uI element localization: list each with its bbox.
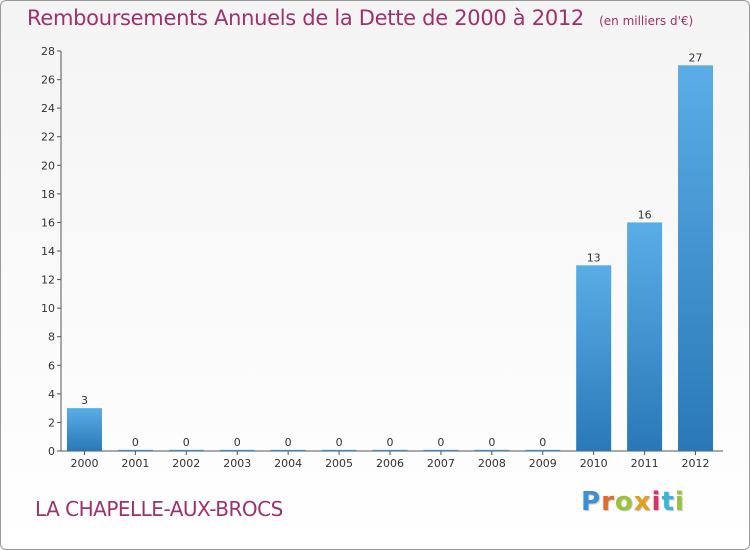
data-label: 0 xyxy=(336,436,343,449)
logo-letter: P xyxy=(581,487,602,517)
bar xyxy=(525,449,561,451)
data-label: 16 xyxy=(638,208,652,221)
x-tick-label: 2012 xyxy=(682,457,710,470)
y-tick-label: 8 xyxy=(48,331,55,344)
y-tick-label: 28 xyxy=(41,45,55,58)
bar xyxy=(66,408,102,451)
place-name: LA CHAPELLE-AUX-BROCS xyxy=(35,497,283,521)
proxiti-logo: Proxiti xyxy=(581,487,685,517)
bar xyxy=(321,449,357,451)
chart-unit: (en milliers d'€) xyxy=(599,14,694,28)
y-tick-label: 6 xyxy=(48,359,55,372)
y-tick-label: 12 xyxy=(41,274,55,287)
data-label: 0 xyxy=(387,436,394,449)
bar xyxy=(270,449,306,451)
logo-letter: r xyxy=(601,487,615,517)
x-tick-label: 2011 xyxy=(631,457,659,470)
y-tick-label: 20 xyxy=(41,159,55,172)
data-label: 0 xyxy=(183,436,190,449)
x-tick-label: 2010 xyxy=(580,457,608,470)
data-label: 27 xyxy=(689,51,703,64)
x-tick-label: 2008 xyxy=(478,457,506,470)
bar xyxy=(678,65,714,452)
logo-letter: o xyxy=(614,487,634,517)
x-tick-label: 2003 xyxy=(223,457,251,470)
data-label: 0 xyxy=(488,436,495,449)
data-label: 13 xyxy=(587,251,601,264)
x-tick-label: 2006 xyxy=(376,457,404,470)
bar xyxy=(627,222,663,451)
bar xyxy=(474,449,510,451)
bar xyxy=(423,449,459,451)
data-label: 0 xyxy=(132,436,139,449)
logo-letter: x xyxy=(633,487,652,517)
y-tick-label: 4 xyxy=(48,388,55,401)
logo-letter: t xyxy=(661,487,675,517)
data-label: 0 xyxy=(234,436,241,449)
data-label: 3 xyxy=(81,394,88,407)
bar xyxy=(372,449,408,451)
y-tick-label: 26 xyxy=(41,74,55,87)
x-tick-label: 2007 xyxy=(427,457,455,470)
x-tick-label: 2001 xyxy=(121,457,149,470)
chart-title: Remboursements Annuels de la Dette de 20… xyxy=(27,6,584,30)
y-tick-label: 2 xyxy=(48,416,55,429)
y-tick-label: 16 xyxy=(41,216,55,229)
logo-letter: i xyxy=(674,487,685,517)
data-label: 0 xyxy=(285,436,292,449)
logo-letter: i xyxy=(651,487,662,517)
bar xyxy=(219,449,255,451)
x-tick-label: 2002 xyxy=(172,457,200,470)
bar xyxy=(117,449,153,451)
data-label: 0 xyxy=(539,436,546,449)
y-tick-label: 22 xyxy=(41,131,55,144)
x-tick-label: 2000 xyxy=(70,457,98,470)
y-tick-label: 0 xyxy=(48,445,55,458)
y-tick-label: 14 xyxy=(41,245,55,258)
x-tick-label: 2005 xyxy=(325,457,353,470)
title-row: Remboursements Annuels de la Dette de 20… xyxy=(27,6,693,30)
y-tick-label: 18 xyxy=(41,188,55,201)
bar xyxy=(168,449,204,451)
x-tick-label: 2009 xyxy=(529,457,557,470)
x-tick-label: 2004 xyxy=(274,457,302,470)
bar xyxy=(576,265,612,451)
y-tick-label: 24 xyxy=(41,102,55,115)
y-tick-label: 10 xyxy=(41,302,55,315)
data-label: 0 xyxy=(437,436,444,449)
